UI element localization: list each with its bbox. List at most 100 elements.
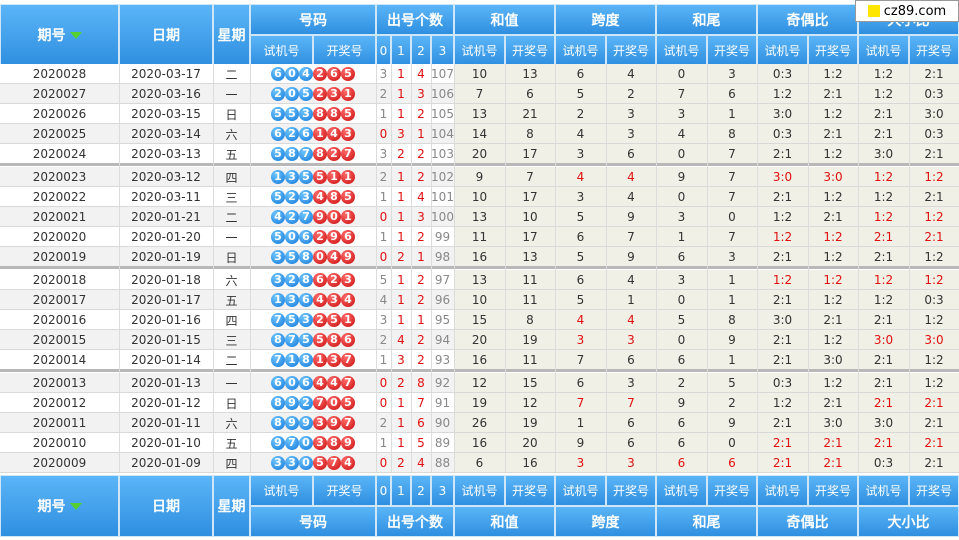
- count-cell-3: 103: [431, 144, 454, 164]
- weekday-cell: 五: [213, 290, 250, 310]
- count-cell-0: 0: [376, 124, 391, 144]
- header-period[interactable]: 期号: [0, 4, 119, 66]
- period-cell: 2020021: [0, 207, 119, 227]
- count-cell-2: 1: [411, 310, 431, 330]
- bs-trial-cell: 2:1: [858, 104, 909, 124]
- date-cell: 2020-01-18: [119, 270, 213, 290]
- weekday-cell: 三: [213, 187, 250, 207]
- bs-draw-cell: 2:1: [909, 393, 959, 413]
- period-cell: 2020018: [0, 270, 119, 290]
- trial-number-ball: 5: [299, 87, 313, 101]
- span-draw-cell: 7: [606, 227, 656, 247]
- subheader-trial: 试机号: [250, 35, 313, 66]
- bs-trial-cell: 3:0: [858, 413, 909, 433]
- span-trial-cell: 9: [555, 433, 606, 453]
- sum-trial-cell: 10: [454, 187, 505, 207]
- count-cell-3: 88: [431, 453, 454, 473]
- bs-draw-cell: 1:2: [909, 270, 959, 290]
- count-cell-3: 105: [431, 104, 454, 124]
- tail-trial-cell: 0: [656, 290, 707, 310]
- tail-trial-cell: 4: [656, 124, 707, 144]
- count-cell-1: 1: [391, 64, 411, 84]
- draw-number-ball: 4: [313, 293, 327, 307]
- subheader-draw: 开奖号: [909, 35, 959, 66]
- count-cell-1: 1: [391, 227, 411, 247]
- trial-number-ball: 1: [285, 353, 299, 367]
- bs-draw-cell: 0:3: [909, 124, 959, 144]
- count-cell-2: 3: [411, 207, 431, 227]
- weekday-cell: 五: [213, 433, 250, 453]
- weekday-cell: 二: [213, 207, 250, 227]
- oe-draw-cell: 1:2: [808, 104, 858, 124]
- draw-number-ball: 4: [327, 250, 341, 264]
- draw-number-ball: 2: [313, 87, 327, 101]
- count-cell-0: 0: [376, 247, 391, 267]
- count-cell-3: 107: [431, 64, 454, 84]
- span-trial-cell: 6: [555, 373, 606, 393]
- oe-trial-cell: 3:0: [757, 167, 808, 187]
- trial-number-ball: 7: [285, 436, 299, 450]
- draw-number-ball: 6: [327, 67, 341, 81]
- period-cell: 2020024: [0, 144, 119, 164]
- count-cell-0: 3: [376, 64, 391, 84]
- span-draw-cell: 6: [606, 413, 656, 433]
- count-cell-0: 2: [376, 413, 391, 433]
- sum-trial-cell: 16: [454, 247, 505, 267]
- trial-number-ball: 7: [299, 147, 313, 161]
- draw-number-ball: 7: [327, 456, 341, 470]
- sort-down-arrow-icon[interactable]: [69, 31, 82, 39]
- row-divider: [0, 83, 959, 84]
- span-draw-cell: 3: [606, 373, 656, 393]
- sort-down-arrow-icon[interactable]: [69, 502, 82, 510]
- period-cell: 2020013: [0, 373, 119, 393]
- header-period-label: 期号: [37, 28, 66, 44]
- trial-number-ball: 6: [271, 67, 285, 81]
- tail-draw-cell: 0: [707, 433, 757, 453]
- count-cell-2: 2: [411, 290, 431, 310]
- span-trial-cell: 4: [555, 124, 606, 144]
- tail-trial-cell: 6: [656, 433, 707, 453]
- weekday-cell: 日: [213, 104, 250, 124]
- count-cell-3: 102: [431, 167, 454, 187]
- bs-trial-cell: 2:1: [858, 433, 909, 453]
- header-count: 出号个数: [376, 506, 454, 537]
- draw-number-ball: 7: [341, 376, 355, 390]
- oe-trial-cell: 0:3: [757, 64, 808, 84]
- sum-trial-cell: 12: [454, 373, 505, 393]
- trial-number-ball: 0: [285, 67, 299, 81]
- trial-number-ball: 6: [299, 376, 313, 390]
- tail-trial-cell: 1: [656, 227, 707, 247]
- draw-number-ball: 5: [313, 456, 327, 470]
- bs-draw-cell: 1:2: [909, 350, 959, 370]
- sum-trial-cell: 13: [454, 207, 505, 227]
- draw-number-ball: 2: [313, 67, 327, 81]
- span-trial-cell: 5: [555, 247, 606, 267]
- trial-number-ball: 5: [299, 333, 313, 347]
- tail-trial-cell: 5: [656, 310, 707, 330]
- span-draw-cell: 7: [606, 393, 656, 413]
- oe-trial-cell: 2:1: [757, 433, 808, 453]
- sum-trial-cell: 7: [454, 84, 505, 104]
- header-period[interactable]: 期号: [0, 475, 119, 537]
- count-cell-1: 4: [391, 330, 411, 350]
- sum-draw-cell: 12: [505, 393, 555, 413]
- header-number: 号码: [250, 506, 376, 537]
- count-cell-0: 0: [376, 393, 391, 413]
- count-cell-0: 1: [376, 227, 391, 247]
- sum-trial-cell: 10: [454, 64, 505, 84]
- draw-number-ball: 3: [327, 353, 341, 367]
- draw-number-ball: 0: [313, 250, 327, 264]
- span-draw-cell: 4: [606, 167, 656, 187]
- period-cell: 2020023: [0, 167, 119, 187]
- bs-draw-cell: 2:1: [909, 227, 959, 247]
- trial-number-ball: 1: [271, 293, 285, 307]
- count-cell-3: 99: [431, 227, 454, 247]
- count-cell-0: 1: [376, 433, 391, 453]
- count-cell-3: 92: [431, 373, 454, 393]
- tail-trial-cell: 7: [656, 84, 707, 104]
- column-divider: [250, 64, 251, 472]
